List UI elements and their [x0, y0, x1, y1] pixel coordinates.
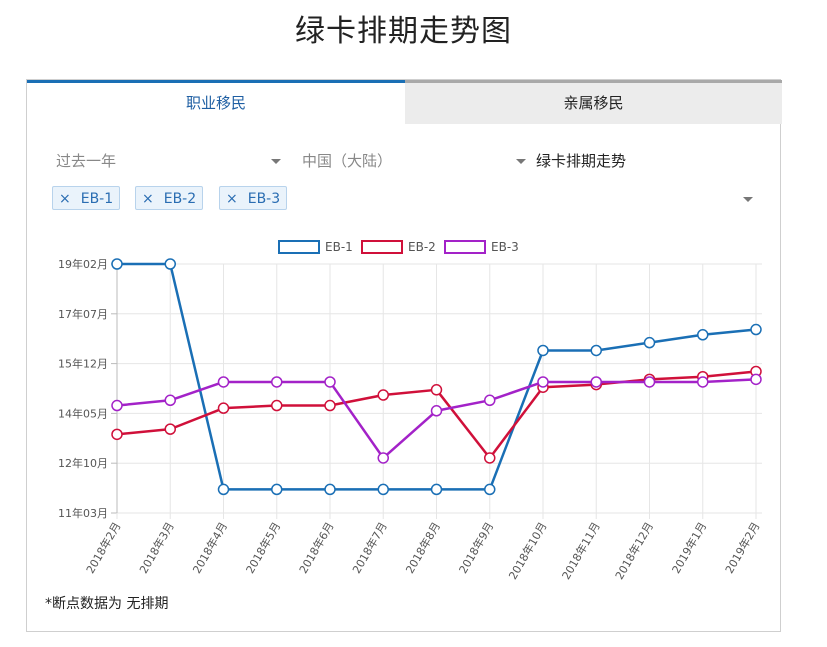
x-tick-label: 2018年2月	[83, 520, 124, 576]
country-value: 中国（大陆）	[302, 152, 393, 170]
data-point	[590, 344, 602, 357]
remove-tag-icon[interactable]: ×	[59, 191, 71, 207]
chart-card: 职业移民 亲属移民 过去一年 中国（大陆） 绿卡排期走势 × EB-1 × EB-2…	[26, 79, 782, 632]
data-point	[484, 394, 496, 407]
tag-eb3: × EB-3	[219, 186, 288, 210]
data-point	[324, 376, 336, 388]
data-point	[590, 376, 602, 388]
tab-bar: 职业移民 亲属移民	[27, 80, 782, 124]
data-point	[217, 402, 230, 414]
page-title: 绿卡排期走势图	[295, 14, 512, 49]
x-tick-label: 2018年11月	[559, 520, 603, 582]
x-tick-label: 2018年10月	[505, 520, 549, 582]
data-point	[643, 376, 656, 388]
footnote: *断点数据为 无排期	[45, 596, 169, 612]
data-point	[430, 405, 443, 417]
data-point	[377, 389, 389, 401]
data-point	[111, 258, 123, 270]
x-tick-label: 2019年1月	[669, 520, 710, 576]
y-tick-label: 11年03月	[58, 506, 108, 520]
y-tick-label: 17年07月	[58, 307, 108, 321]
legend-label: EB-1	[325, 240, 353, 254]
data-point	[111, 428, 123, 441]
data-point	[537, 344, 549, 357]
data-point	[164, 394, 176, 407]
legend-label: EB-2	[408, 240, 436, 254]
tag-eb1: × EB-1	[52, 186, 121, 210]
x-tick-label: 2018年12月	[612, 520, 656, 582]
legend-swatch	[444, 240, 486, 254]
data-point	[430, 483, 443, 496]
data-point	[271, 376, 283, 388]
x-tick-label: 2018年3月	[136, 520, 177, 576]
data-point	[217, 483, 230, 496]
data-point	[697, 329, 709, 341]
data-point	[643, 336, 656, 349]
period-select[interactable]: 过去一年	[56, 150, 282, 172]
y-tick-label: 15年12月	[58, 357, 108, 371]
tag-eb2: × EB-2	[135, 186, 204, 210]
tag-label: EB-3	[247, 191, 281, 207]
data-point	[324, 483, 336, 496]
remove-tag-icon[interactable]: ×	[226, 191, 238, 207]
tab-family[interactable]: 亲属移民	[405, 80, 782, 124]
data-point	[377, 452, 389, 464]
x-tick-label: 2018年9月	[456, 520, 497, 576]
x-tick-label: 2018年7月	[349, 520, 390, 576]
tags-dropdown-icon[interactable]	[743, 197, 753, 202]
data-point	[750, 373, 762, 386]
x-tick-label: 2018年6月	[296, 520, 337, 576]
line-chart: 19年02月17年07月15年12月14年05月12年10月11年03月2018…	[58, 240, 763, 582]
data-point	[271, 483, 283, 496]
x-tick-label: 2018年8月	[402, 520, 443, 576]
data-point	[324, 399, 336, 412]
legend-label: EB-3	[491, 240, 519, 254]
data-point	[697, 376, 709, 388]
legend-swatch	[361, 240, 403, 254]
tag-label: EB-1	[80, 191, 114, 207]
data-point	[164, 258, 176, 270]
data-point	[430, 384, 443, 396]
country-select[interactable]: 中国（大陆）	[302, 150, 528, 172]
data-point	[484, 452, 496, 464]
chart-type-value: 绿卡排期走势	[536, 152, 627, 170]
y-tick-label: 14年05月	[58, 406, 108, 420]
chart-type-select[interactable]: 绿卡排期走势	[516, 150, 676, 172]
chevron-down-icon	[516, 159, 526, 164]
data-point	[750, 323, 762, 336]
x-tick-label: 2018年5月	[243, 520, 284, 576]
data-point	[164, 423, 176, 435]
x-tick-label: 2018年4月	[189, 520, 230, 576]
data-point	[537, 376, 549, 388]
period-value: 过去一年	[56, 152, 117, 170]
tab-employment[interactable]: 职业移民	[27, 80, 405, 124]
y-tick-label: 19年02月	[58, 257, 108, 271]
data-point	[377, 483, 389, 496]
chevron-down-icon	[271, 159, 281, 164]
data-point	[217, 376, 230, 388]
legend-swatch	[278, 240, 320, 254]
x-tick-label: 2019年2月	[722, 520, 763, 576]
data-point	[271, 399, 283, 412]
data-point	[484, 483, 496, 496]
remove-tag-icon[interactable]: ×	[142, 191, 154, 207]
y-tick-label: 12年10月	[58, 456, 108, 470]
data-point	[111, 399, 123, 412]
tag-label: EB-2	[163, 191, 197, 207]
